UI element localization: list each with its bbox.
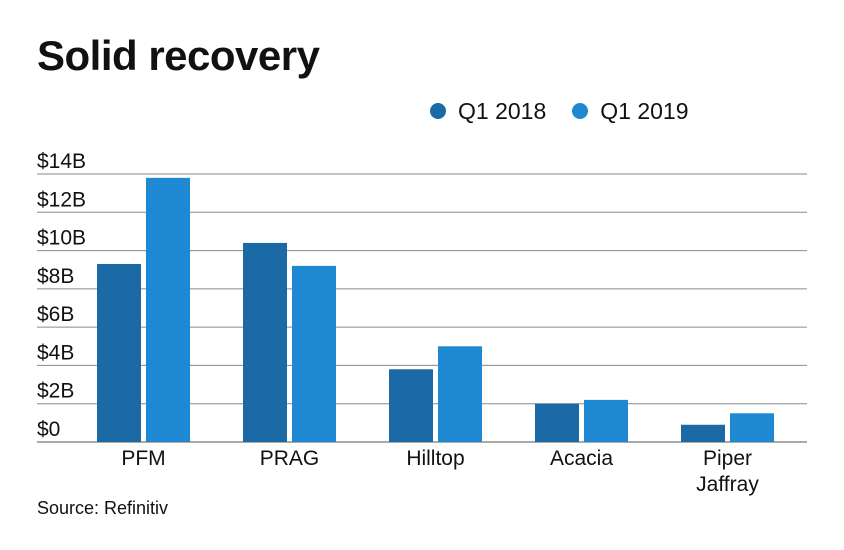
y-tick-label: $8B: [37, 265, 74, 288]
bar: [389, 369, 433, 442]
x-tick-label: Piper: [703, 447, 752, 470]
x-tick-label: Hilltop: [406, 447, 464, 470]
chart-title: Solid recovery: [37, 32, 320, 79]
legend-swatch: [572, 103, 589, 119]
source-note: Source: Refinitiv: [37, 498, 169, 518]
x-tick-label: PFM: [121, 447, 165, 470]
x-tick-label: Jaffray: [696, 473, 759, 496]
legend-item-q1-2018: Q1 2018: [430, 98, 546, 125]
legend-swatch: [430, 103, 446, 119]
y-tick-label: $0: [37, 418, 60, 441]
bar: [535, 403, 579, 442]
bar: [584, 399, 628, 442]
bar: [730, 413, 774, 442]
bar: [146, 177, 190, 443]
x-tick-label: PRAG: [260, 447, 320, 470]
legend-item-q1-2019: Q1 2019: [572, 97, 689, 125]
y-tick-label: $2B: [37, 380, 74, 403]
legend: Q1 2018 Q1 2019: [430, 96, 715, 126]
legend-label: Q1 2018: [458, 97, 547, 124]
bar: [243, 242, 287, 442]
bar: [681, 424, 725, 442]
bar: [438, 346, 482, 442]
x-tick-label: Acacia: [550, 447, 613, 470]
y-tick-label: $12B: [37, 188, 86, 211]
y-tick-label: $4B: [37, 341, 74, 364]
legend-label: Q1 2019: [600, 97, 689, 124]
y-tick-label: $10B: [37, 227, 86, 250]
y-tick-label: $14B: [37, 150, 86, 173]
bar: [97, 263, 141, 442]
y-tick-label: $6B: [37, 303, 74, 326]
bar: [292, 265, 336, 442]
